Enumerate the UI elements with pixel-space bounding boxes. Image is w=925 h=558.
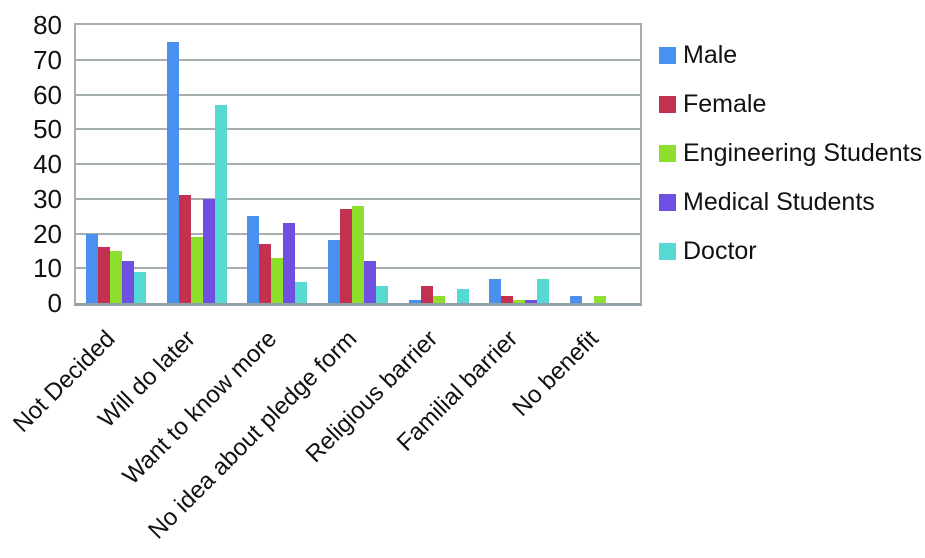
bar-medical-students-will-do-later [202,198,215,303]
bar-engineering-students-will-do-later [190,236,203,303]
legend-swatch-male [659,46,676,64]
legend-swatch-female [659,95,676,113]
gridline-70 [76,58,640,61]
y-tick-label-60: 60 [33,79,62,110]
legend-swatch-doctor [659,242,676,260]
bar-doctor-will-do-later [214,104,227,303]
category-label-want-to-know-more: Want to know more [117,325,282,490]
legend-item-male: Male [659,39,737,71]
bar-male-no-idea-about-pledge-form [328,240,341,303]
bar-female-not-decided [98,247,111,303]
y-tick-label-10: 10 [33,253,62,284]
bar-medical-students-not-decided [122,261,135,303]
bar-female-want-to-know-more [259,243,272,303]
y-tick-label-70: 70 [33,44,62,75]
y-tick-label-40: 40 [33,149,62,179]
bar-doctor-not-decided [134,271,147,303]
bar-group-no-idea-about-pledge-form [318,25,399,303]
gridline-30 [76,197,640,200]
bar-male-not-decided [86,233,99,303]
gridline-40 [76,163,640,165]
bar-medical-students-familial-barrier [525,299,538,303]
plot-area [74,23,642,306]
bar-female-familial-barrier [501,296,514,303]
legend-swatch-medical-students [659,193,676,211]
bar-group-religious-barrier [398,25,479,303]
bar-doctor-familial-barrier [537,278,550,303]
bar-female-will-do-later [178,195,191,303]
legend-item-doctor: Doctor [659,235,757,267]
y-tick-label-30: 30 [33,183,62,214]
bar-medical-students-want-to-know-more [283,223,296,303]
bar-doctor-want-to-know-more [295,282,308,303]
y-tick-label-50: 50 [33,114,62,145]
bar-group-will-do-later [157,25,238,303]
bar-engineering-students-familial-barrier [513,299,526,303]
y-tick-label-80: 80 [33,10,62,40]
bar-male-familial-barrier [489,278,502,303]
y-tick-label-0: 0 [47,288,62,318]
bar-group-no-benefit [559,25,640,303]
legend-item-female: Female [659,88,766,120]
bar-engineering-students-no-benefit [593,296,606,303]
gridline-60 [76,93,640,96]
bar-doctor-religious-barrier [456,289,469,303]
legend-swatch-engineering-students [659,144,676,162]
legend-label-male: Male [683,40,738,69]
legend-item-engineering-students: Engineering Students [659,137,922,169]
bar-engineering-students-no-idea-about-pledge-form [352,205,365,303]
legend-label-female: Female [683,89,767,118]
bar-engineering-students-want-to-know-more [271,257,284,303]
bar-engineering-students-religious-barrier [432,296,445,303]
bar-male-religious-barrier [408,299,421,303]
bar-group-not-decided [76,25,157,303]
legend-label-doctor: Doctor [683,236,757,265]
gridline-50 [76,128,640,131]
bar-group-familial-barrier [479,25,560,303]
bar-groups [76,25,640,303]
bar-engineering-students-not-decided [110,250,123,303]
bar-male-want-to-know-more [247,216,260,303]
bar-male-no-benefit [569,296,582,303]
bar-doctor-no-idea-about-pledge-form [376,285,389,303]
bar-medical-students-no-idea-about-pledge-form [364,261,377,303]
legend-label-engineering-students: Engineering Students [683,138,923,167]
bar-male-will-do-later [166,42,179,303]
y-tick-label-20: 20 [33,218,62,249]
bar-group-want-to-know-more [237,25,318,303]
category-label-no-benefit: No benefit [507,325,605,422]
bar-female-no-idea-about-pledge-form [340,209,353,303]
legend-item-medical-students: Medical Students [659,186,875,218]
bar-female-religious-barrier [420,285,433,303]
legend-label-medical-students: Medical Students [683,187,875,216]
